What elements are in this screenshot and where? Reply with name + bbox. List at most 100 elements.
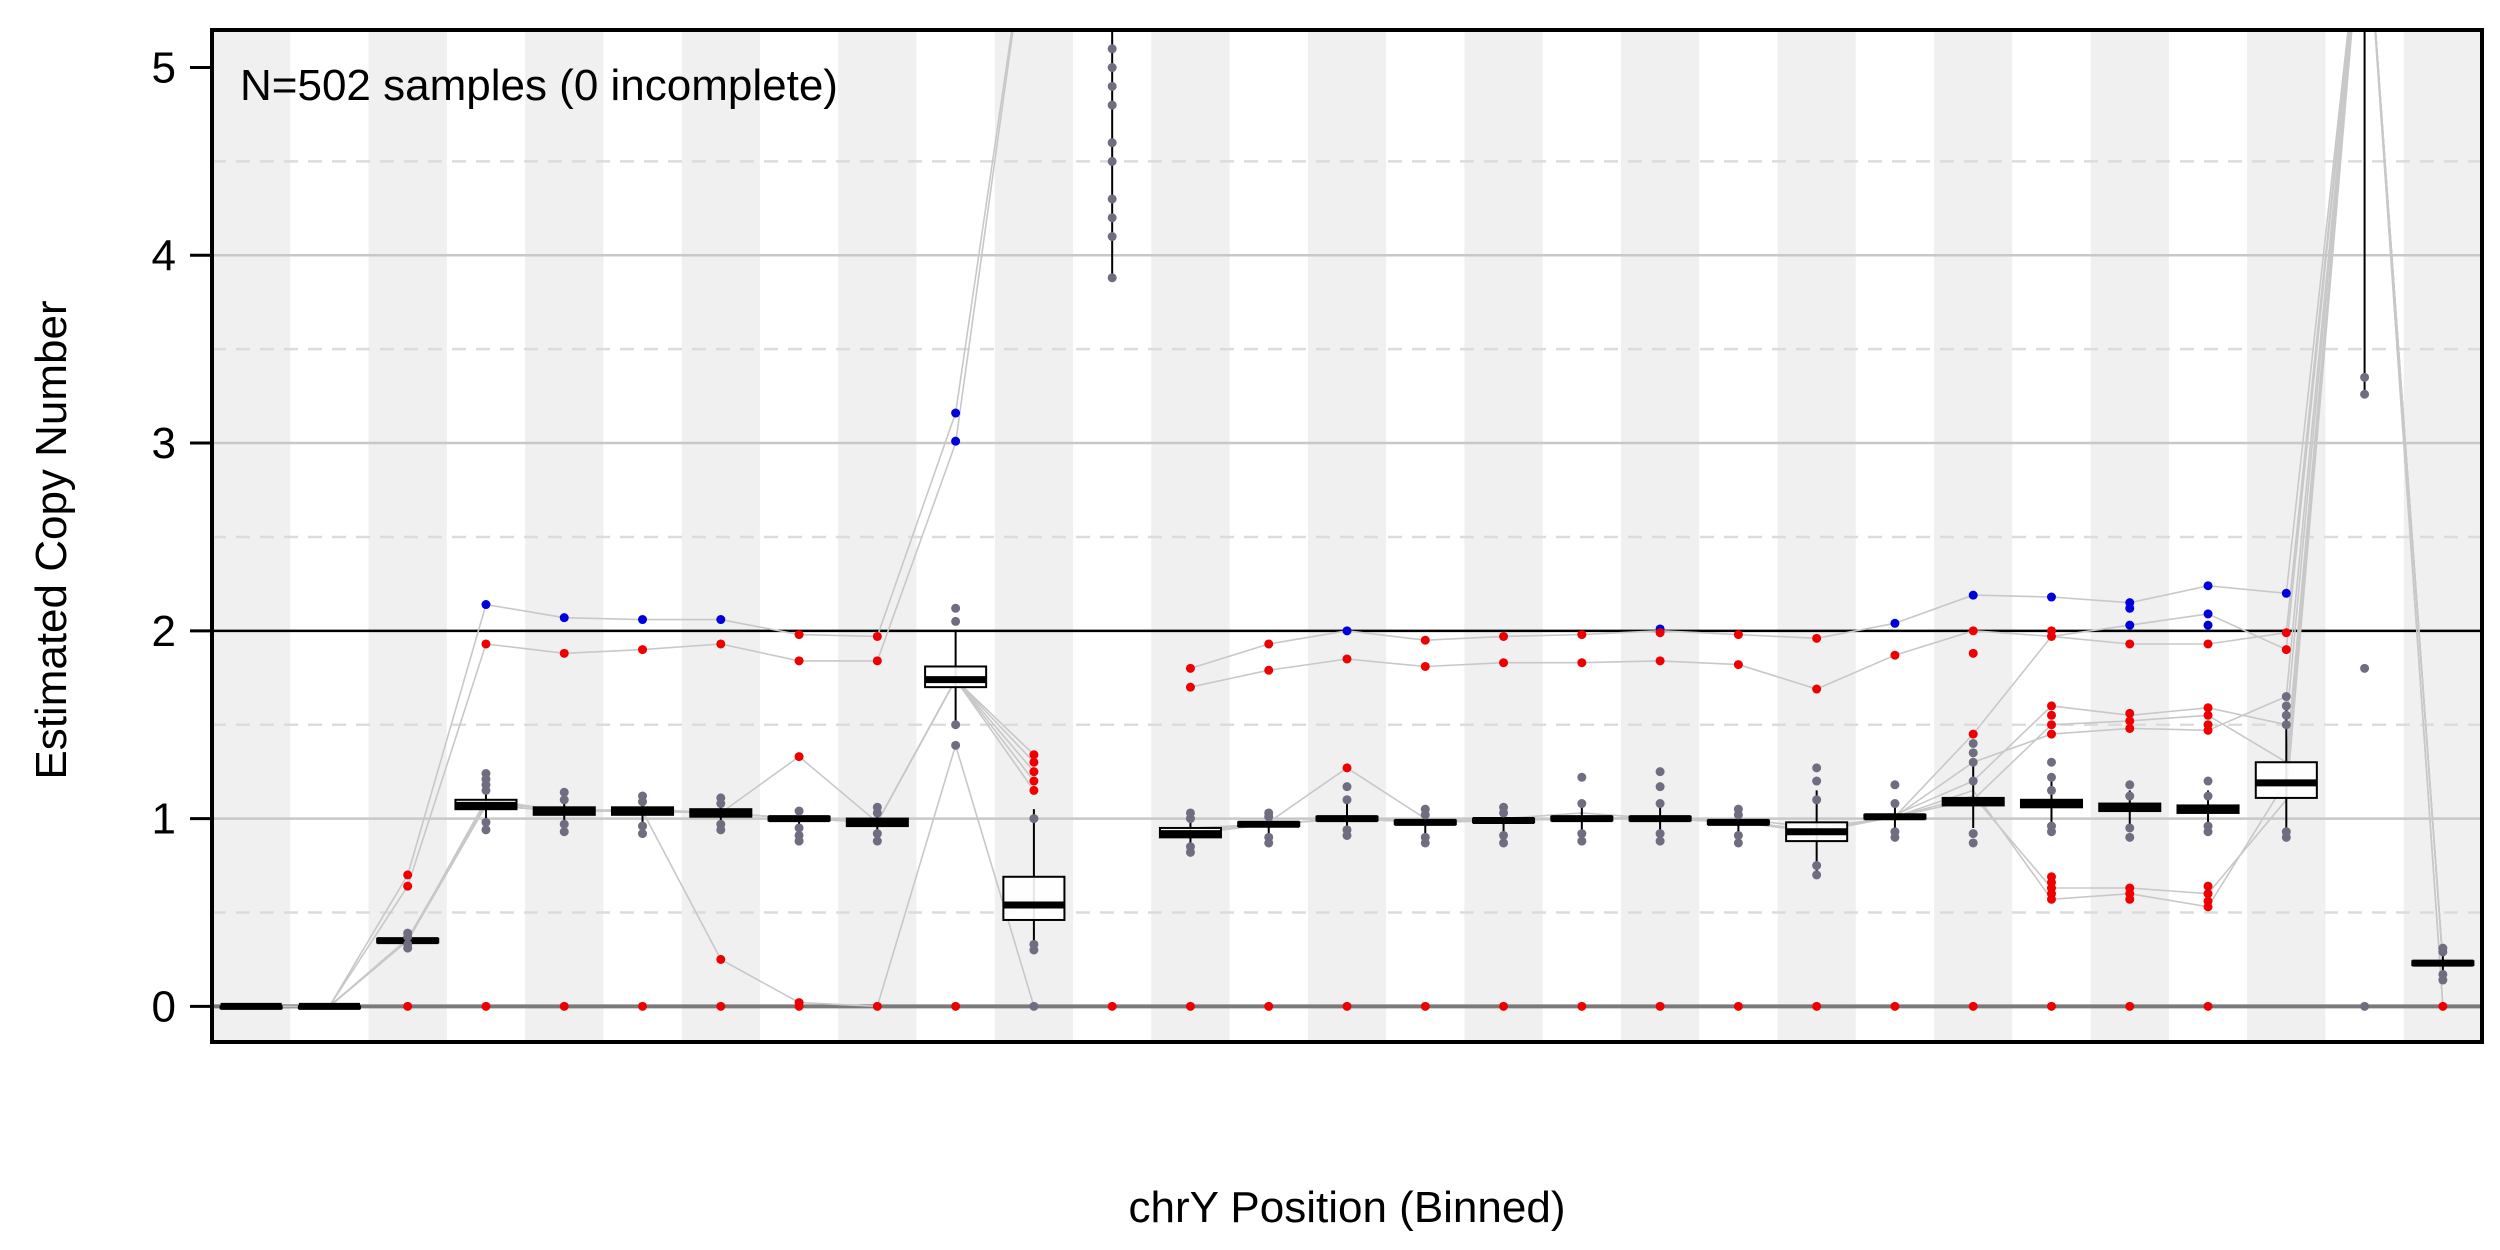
bin-band — [838, 30, 917, 1042]
sample-point — [1107, 81, 1117, 91]
gain-point — [1890, 618, 1900, 628]
loss-point — [2438, 1001, 2448, 1011]
sample-point — [716, 819, 726, 829]
sample-point — [1577, 836, 1587, 846]
loss-point — [481, 1001, 491, 1011]
y-tick-label: 5 — [152, 44, 176, 93]
loss-point — [1577, 658, 1587, 668]
gain-point — [1968, 590, 1978, 600]
sample-point — [2281, 827, 2291, 837]
sample-points — [403, 44, 2448, 1011]
sample-point — [2125, 780, 2135, 790]
gain-point — [559, 613, 569, 623]
sample-point — [1499, 838, 1509, 848]
sample-point — [2281, 710, 2291, 720]
loss-point — [2203, 1001, 2213, 1011]
loss-point — [1420, 661, 1430, 671]
gain-point — [1342, 626, 1352, 636]
loss-point — [951, 1001, 961, 1011]
loss-point — [1499, 658, 1509, 668]
sample-point — [1733, 838, 1743, 848]
sample-point — [559, 819, 569, 829]
sample-point — [403, 928, 413, 938]
loss-point — [1733, 660, 1743, 670]
sample-point — [1107, 44, 1117, 54]
loss-point — [1107, 1001, 1117, 1011]
loss-point — [1655, 628, 1665, 638]
sample-point — [794, 823, 804, 833]
sample-point — [2125, 823, 2135, 833]
loss-point — [2046, 1001, 2056, 1011]
sample-point — [872, 829, 882, 839]
loss-point — [1029, 776, 1039, 786]
loss-point — [2203, 710, 2213, 720]
sample-point — [794, 806, 804, 816]
plot-frame — [210, 28, 2484, 1044]
gain-point — [951, 436, 961, 446]
sample-point — [1107, 100, 1117, 110]
sample-point — [1264, 832, 1274, 842]
sample-point — [1185, 808, 1195, 818]
loss-point — [1968, 648, 1978, 658]
loss-point — [794, 752, 804, 762]
sample-point — [1499, 830, 1509, 840]
loss-point — [1185, 1001, 1195, 1011]
y-axis-label: Estimated Copy Number — [27, 300, 76, 779]
sample-point — [1968, 738, 1978, 748]
sample-point — [951, 720, 961, 730]
loss-point — [1029, 750, 1039, 760]
sample-point — [1968, 829, 1978, 839]
gain-point — [951, 408, 961, 418]
sample-point — [1029, 814, 1039, 824]
sample-point — [1733, 830, 1743, 840]
sample-point — [1029, 1001, 1039, 1011]
sample-point — [2281, 701, 2291, 711]
loss-point — [2046, 729, 2056, 739]
loss-point — [2125, 708, 2135, 718]
sample-point — [1107, 63, 1117, 73]
sample-point — [1577, 829, 1587, 839]
loss-point — [1812, 633, 1822, 643]
loss-point — [2125, 723, 2135, 733]
sample-point — [1107, 156, 1117, 166]
loss-point — [2046, 720, 2056, 730]
sample-point — [2281, 720, 2291, 730]
loss-point — [481, 639, 491, 649]
sample-point — [1812, 870, 1822, 880]
gridlines — [212, 160, 2482, 1009]
sample-count-annotation: N=502 samples (0 incomplete) — [240, 61, 838, 110]
sample-point — [1890, 799, 1900, 809]
sample-point — [1029, 939, 1039, 949]
sample-point — [1655, 829, 1665, 839]
sample-point — [951, 616, 961, 626]
loss-point — [1577, 630, 1587, 640]
loss-point — [2125, 639, 2135, 649]
sample-point — [1577, 772, 1587, 782]
loss-point — [1420, 635, 1430, 645]
loss-point — [1655, 1001, 1665, 1011]
sample-point — [1420, 832, 1430, 842]
sample-point — [1968, 748, 1978, 758]
sample-point — [2203, 776, 2213, 786]
sample-point — [1420, 804, 1430, 814]
sample-point — [1812, 795, 1822, 805]
sample-point — [794, 830, 804, 840]
sample-point — [872, 802, 882, 812]
sample-point — [1342, 825, 1352, 835]
loss-point — [1420, 1001, 1430, 1011]
sample-point — [1342, 782, 1352, 792]
sample-point — [1890, 780, 1900, 790]
gain-point — [2203, 581, 2213, 591]
loss-point — [1185, 682, 1195, 692]
y-tick-label: 2 — [152, 607, 176, 656]
sample-point — [1812, 763, 1822, 773]
loss-point — [2203, 639, 2213, 649]
loss-point — [1342, 1001, 1352, 1011]
sample-point — [2281, 692, 2291, 702]
sample-point — [1655, 767, 1665, 777]
y-tick-label: 3 — [152, 419, 176, 468]
sample-point — [1107, 273, 1117, 283]
sample-point — [2125, 832, 2135, 842]
loss-point — [2203, 881, 2213, 891]
x-axis-label: chrY Position (Binned) — [1129, 1183, 1566, 1232]
